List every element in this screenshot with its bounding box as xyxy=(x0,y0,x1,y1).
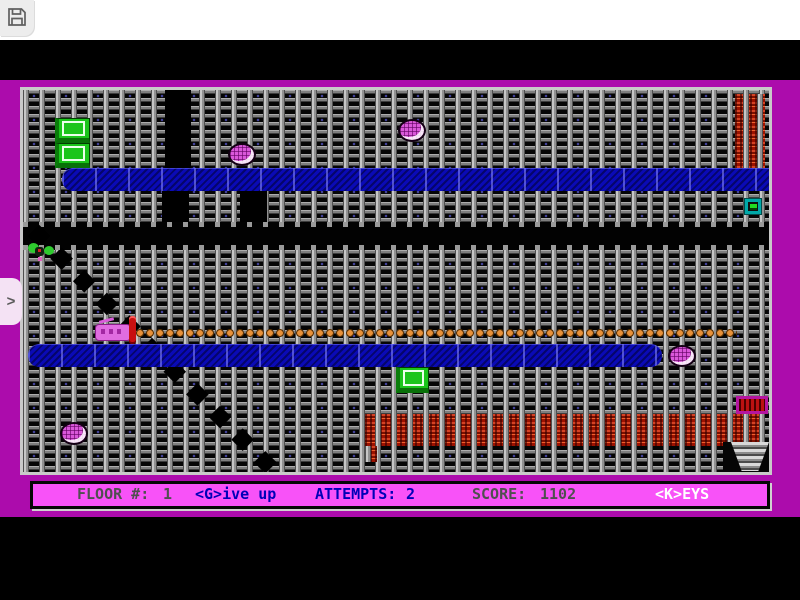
letterbox-bottom xyxy=(0,517,800,600)
bug-eye xyxy=(38,249,41,252)
green-box-sprite xyxy=(55,118,90,143)
horizontal-duct xyxy=(23,222,769,250)
browser-toolbar xyxy=(0,0,800,40)
vehicle-body xyxy=(95,324,131,341)
pink-ball-sprite xyxy=(60,422,88,445)
score-label: SCORE: xyxy=(472,485,527,503)
fire-sprite xyxy=(365,446,377,462)
fire-sprite xyxy=(365,414,765,446)
floor-value: 1 xyxy=(163,485,173,503)
ring-chain xyxy=(135,327,737,340)
platform-lower xyxy=(28,344,662,367)
floor-label: FLOOR #: xyxy=(77,485,150,503)
status-bar: FLOOR #: 1 <G>ive up ATTEMPTS: 2 SCORE: … xyxy=(30,481,770,509)
pink-ball-sprite xyxy=(398,119,426,142)
attempts-value: 2 xyxy=(406,485,416,503)
vehicle-antenna xyxy=(98,317,115,324)
green-box-sprite xyxy=(55,143,90,168)
side-panel-toggle[interactable]: > xyxy=(0,278,22,325)
floppy-save-icon xyxy=(6,6,28,31)
letterbox-top xyxy=(0,40,800,80)
monitor-glyph xyxy=(750,204,757,210)
bug-enemy-sprite xyxy=(26,241,56,263)
pink-ball-sprite xyxy=(668,345,696,367)
monitor-sprite xyxy=(744,198,762,215)
game-frame: FLOOR #: 1 <G>ive up ATTEMPTS: 2 SCORE: … xyxy=(0,80,800,517)
vehicle-muzzle xyxy=(129,316,136,344)
furnace-sprite xyxy=(736,396,768,414)
bug-wing xyxy=(28,243,39,253)
attempts-label: ATTEMPTS: xyxy=(315,485,397,503)
pink-ball-sprite xyxy=(228,143,256,166)
chevron-right-icon: > xyxy=(6,293,16,310)
keys-command: <K>EYS xyxy=(655,485,710,503)
give-up-command: <G>ive up xyxy=(195,485,277,503)
green-box-sprite xyxy=(396,367,429,393)
bug-tail xyxy=(38,257,42,261)
fire-sprite xyxy=(735,94,765,168)
monitor-screen xyxy=(748,202,758,211)
player-vehicle-sprite xyxy=(95,316,141,344)
bug-wing xyxy=(44,246,54,255)
save-button[interactable] xyxy=(0,0,34,36)
platform-upper xyxy=(62,168,769,191)
score-value: 1102 xyxy=(540,485,577,503)
game-viewport[interactable] xyxy=(20,87,772,475)
